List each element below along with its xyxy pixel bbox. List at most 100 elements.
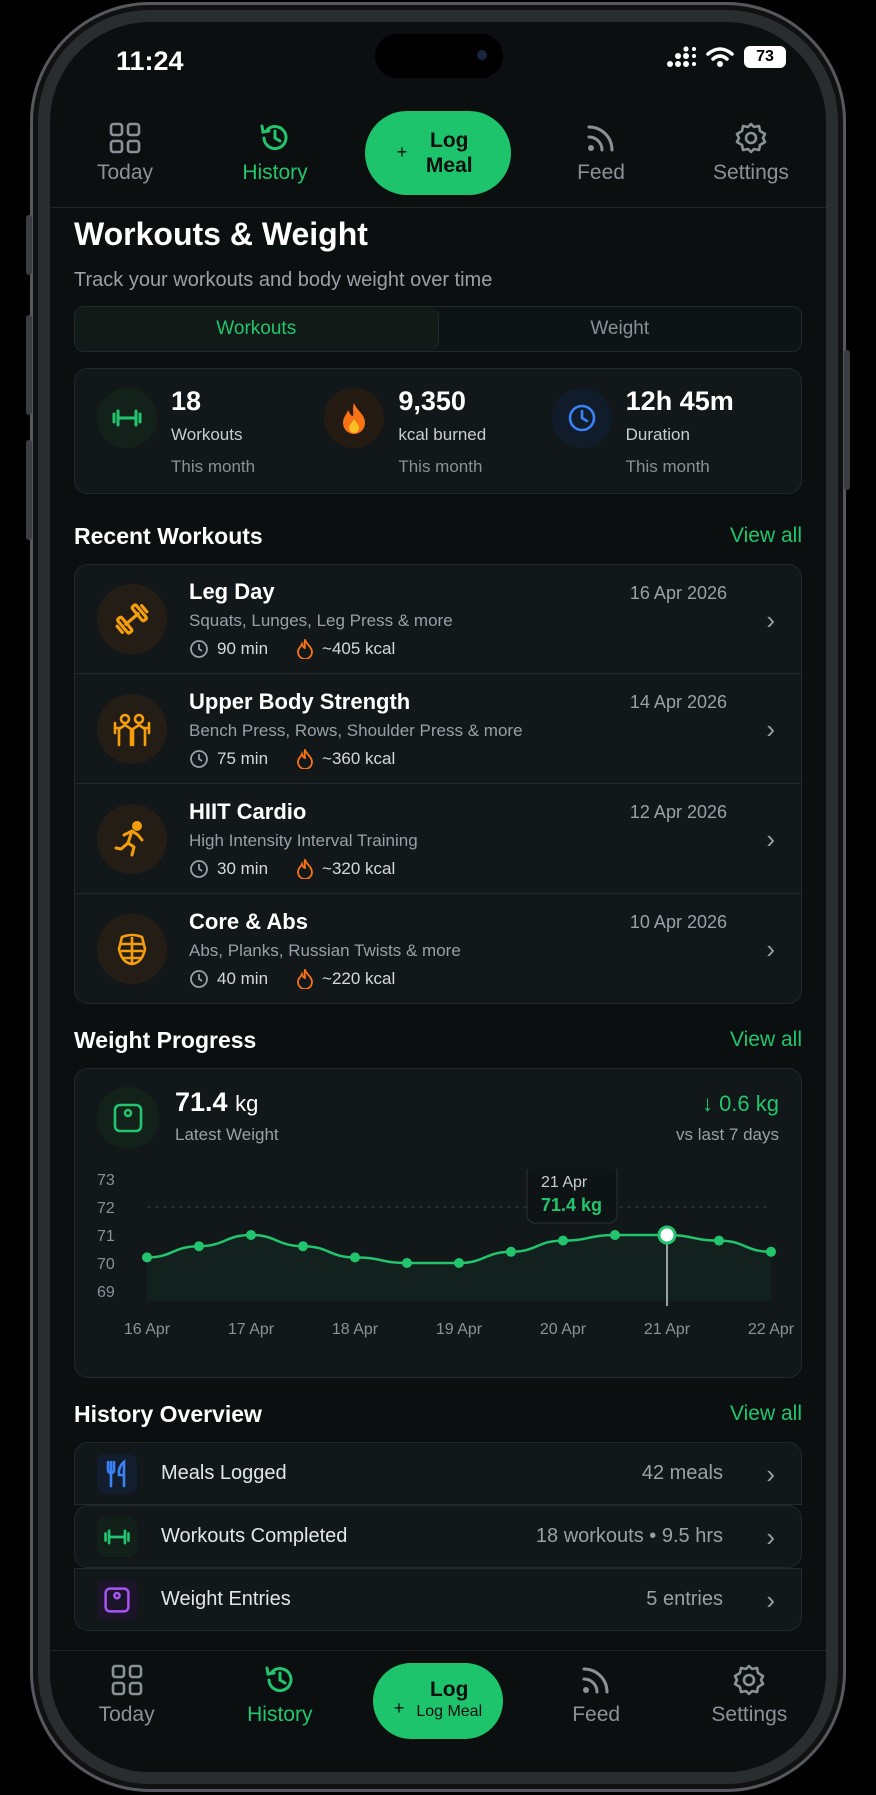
log-meal-button[interactable]: + Log Meal — [365, 110, 511, 195]
workout-kcal: ~220 kcal — [322, 968, 396, 988]
recent-workouts-list: Leg Day Squats, Lunges, Leg Press & more… — [74, 564, 802, 1004]
top-navigation: Today History + Log Meal Feed Settings — [50, 98, 826, 208]
data-point — [610, 1230, 620, 1240]
workout-kcal: ~405 kcal — [322, 639, 396, 658]
y-tick-label: 73 — [97, 1172, 115, 1189]
clock-icon — [190, 969, 208, 988]
stat-kcal-label: kcal burned — [398, 424, 487, 444]
log-meal-button[interactable]: + Log Log Meal — [372, 1663, 503, 1739]
stat-kcal-period: This month — [398, 456, 483, 476]
overview-value: 42 meals — [641, 1462, 723, 1484]
history-icon — [260, 124, 288, 150]
log-label: Log — [429, 1678, 469, 1701]
highlight-point — [657, 1225, 677, 1245]
data-point — [454, 1258, 464, 1268]
chevron-right-icon: › — [766, 605, 775, 635]
nav-feed[interactable]: Feed — [536, 1663, 656, 1727]
flame-icon — [297, 639, 313, 659]
segmented-control: Workouts Weight — [74, 306, 802, 352]
data-point — [246, 1230, 256, 1240]
page-subtitle: Track your workouts and body weight over… — [74, 269, 493, 291]
stat-duration: 12h 45m Duration This month — [551, 386, 779, 477]
dumbbell-icon — [97, 1516, 137, 1557]
data-point — [194, 1241, 204, 1252]
x-tick-label: 16 Apr — [124, 1321, 171, 1338]
overview-row-meals[interactable]: Meals Logged 42 meals › — [74, 1442, 802, 1505]
plus-icon: + — [393, 1697, 405, 1718]
flame-icon — [324, 387, 385, 448]
overview-label: Meals Logged — [161, 1462, 287, 1484]
weight-view-all-link[interactable]: View all — [730, 1028, 802, 1051]
weight-progress-header: Weight Progress View all — [74, 1020, 802, 1060]
running-icon — [97, 803, 167, 874]
nav-today[interactable]: Today — [65, 121, 185, 185]
fork-knife-icon — [97, 1453, 137, 1494]
strength-icon — [97, 693, 167, 764]
latest-weight-value: 71.4 kg — [175, 1087, 259, 1117]
chevron-right-icon: › — [766, 714, 775, 744]
overview-label: Weight Entries — [161, 1588, 291, 1610]
y-tick-label: 70 — [97, 1256, 115, 1273]
dumbbell-icon — [97, 584, 167, 654]
workout-row[interactable]: Core & Abs Abs, Planks, Russian Twists &… — [74, 894, 802, 1004]
nav-history[interactable]: History — [220, 1663, 340, 1727]
clock-icon — [551, 387, 612, 448]
main-content: Workouts & Weight Track your workouts an… — [74, 212, 802, 1631]
data-point — [506, 1246, 516, 1257]
app-screen: 11:24 73 Today History + — [50, 22, 826, 1772]
recent-view-all-link[interactable]: View all — [730, 524, 802, 547]
overview-view-all-link[interactable]: View all — [730, 1402, 802, 1425]
workout-row[interactable]: Leg Day Squats, Lunges, Leg Press & more… — [74, 564, 802, 674]
nav-today[interactable]: Today — [67, 1663, 187, 1727]
nav-feed[interactable]: Feed — [541, 121, 661, 185]
nav-history[interactable]: History — [215, 121, 335, 185]
nav-today-label: Today — [96, 160, 154, 184]
nav-settings[interactable]: Settings — [691, 121, 811, 185]
chevron-right-icon: › — [766, 1585, 775, 1615]
workout-kcal: ~360 kcal — [322, 748, 396, 768]
nav-history-label: History — [247, 1703, 313, 1726]
weight-progress-title: Weight Progress — [74, 1026, 257, 1053]
stats-summary-card: 18 Workouts This month 9,350 kcal burned… — [74, 368, 802, 494]
workout-row[interactable]: Upper Body Strength Bench Press, Rows, S… — [74, 674, 802, 784]
power-button — [844, 350, 850, 490]
data-point — [766, 1246, 776, 1257]
nav-feed-label: Feed — [572, 1703, 621, 1726]
nav-settings[interactable]: Settings — [689, 1663, 809, 1727]
stat-workouts-period: This month — [171, 456, 256, 476]
overview-row-weight[interactable]: Weight Entries 5 entries › — [74, 1568, 802, 1631]
action-button — [26, 215, 32, 275]
tooltip-value: 71.4 kg — [541, 1195, 602, 1215]
latest-weight-label: Latest Weight — [175, 1125, 279, 1144]
clock-icon — [190, 640, 208, 658]
abs-icon — [97, 913, 167, 984]
workout-title: Core & Abs — [189, 908, 308, 934]
flame-icon — [297, 858, 313, 879]
x-tick-label: 22 Apr — [748, 1321, 795, 1338]
tab-workouts[interactable]: Workouts — [75, 307, 439, 351]
recent-workouts-header: Recent Workouts View all — [74, 516, 802, 556]
nav-settings-label: Settings — [711, 1703, 788, 1726]
stat-kcal: 9,350 kcal burned This month — [324, 386, 551, 477]
grid-icon — [111, 1664, 142, 1696]
overview-row-workouts[interactable]: Workouts Completed 18 workouts • 9.5 hrs… — [74, 1505, 802, 1568]
gear-icon — [735, 122, 767, 153]
y-tick-label: 69 — [97, 1284, 115, 1301]
tab-weight[interactable]: Weight — [590, 318, 650, 339]
workout-row[interactable]: HIIT Cardio High Intensity Interval Trai… — [74, 784, 802, 894]
tooltip-date: 21 Apr — [541, 1174, 588, 1191]
history-overview-header: History Overview View all — [74, 1394, 802, 1434]
y-tick-label: 72 — [97, 1200, 115, 1217]
scale-icon — [97, 1579, 137, 1620]
workout-description: Abs, Planks, Russian Twists & more — [189, 940, 461, 960]
data-point — [402, 1258, 412, 1268]
scale-icon — [97, 1087, 159, 1149]
workout-date: 10 Apr 2026 — [629, 912, 727, 932]
nav-settings-label: Settings — [713, 160, 789, 184]
weight-line-chart[interactable]: 73 72 71 70 69 16 Apr 17 Apr 18 Apr 19 Apr 20 Apr… — [75, 1169, 803, 1369]
workout-duration: 30 min — [217, 858, 269, 878]
dynamic-island — [375, 34, 503, 78]
stat-duration-label: Duration — [625, 424, 690, 444]
workout-title: Upper Body Strength — [189, 688, 411, 714]
recent-workouts-title: Recent Workouts — [74, 522, 263, 549]
